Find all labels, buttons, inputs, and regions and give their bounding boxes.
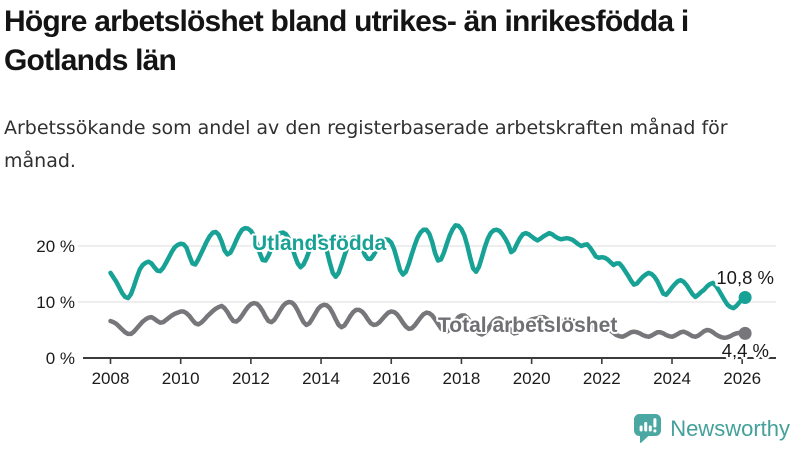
x-axis-tick-label: 2014 <box>302 369 340 388</box>
x-axis-tick-label: 2026 <box>723 369 761 388</box>
series-line <box>108 223 748 311</box>
series-end-dot <box>738 291 752 305</box>
newsworthy-brand: Newsworthy <box>634 414 790 444</box>
x-axis-tick-label: 2016 <box>372 369 410 388</box>
chart-title: Högre arbetslöshet bland utrikes- än inr… <box>4 5 689 77</box>
series-line <box>108 299 748 341</box>
series-end-dots <box>738 291 752 340</box>
brand-wordmark: Newsworthy <box>670 416 790 441</box>
y-axis-tick-label: 10 % <box>36 293 75 312</box>
x-axis-tick-label: 2024 <box>653 369 691 388</box>
x-axis-tick-label: 2008 <box>92 369 130 388</box>
x-axis-tick-label: 2012 <box>232 369 270 388</box>
series-label-total-arbetsloshet: Total arbetslöshet <box>438 314 617 337</box>
chart-axes-and-series: 0 % 10 % 20 % 2008 2010 2012 2014 2016 2018 2020 2… <box>36 223 776 388</box>
end-value-utlandsfodda: 10,8 % <box>716 267 774 288</box>
series-end-dot <box>738 326 752 340</box>
y-axis-tick-label: 0 % <box>46 349 75 368</box>
value-labels: 10,8 % 4,4 % <box>714 265 777 364</box>
chart-annotations: Utlandsfödda Total arbetslöshet <box>250 230 619 339</box>
chart-subtitle: Arbetssökande som andel av den registerb… <box>4 117 728 172</box>
x-axis-tick-label: 2020 <box>513 369 551 388</box>
series-label-utlandsfodda: Utlandsfödda <box>252 232 386 255</box>
end-value-total-arbetsloshet: 4,4 % <box>722 340 769 361</box>
x-axis-tick-label: 2018 <box>443 369 481 388</box>
y-axis-tick-label: 20 % <box>36 237 75 256</box>
x-axis-tick-label: 2022 <box>583 369 621 388</box>
newsworthy-chart-bubble-icon <box>634 414 662 444</box>
x-axis-tick-label: 2010 <box>162 369 200 388</box>
